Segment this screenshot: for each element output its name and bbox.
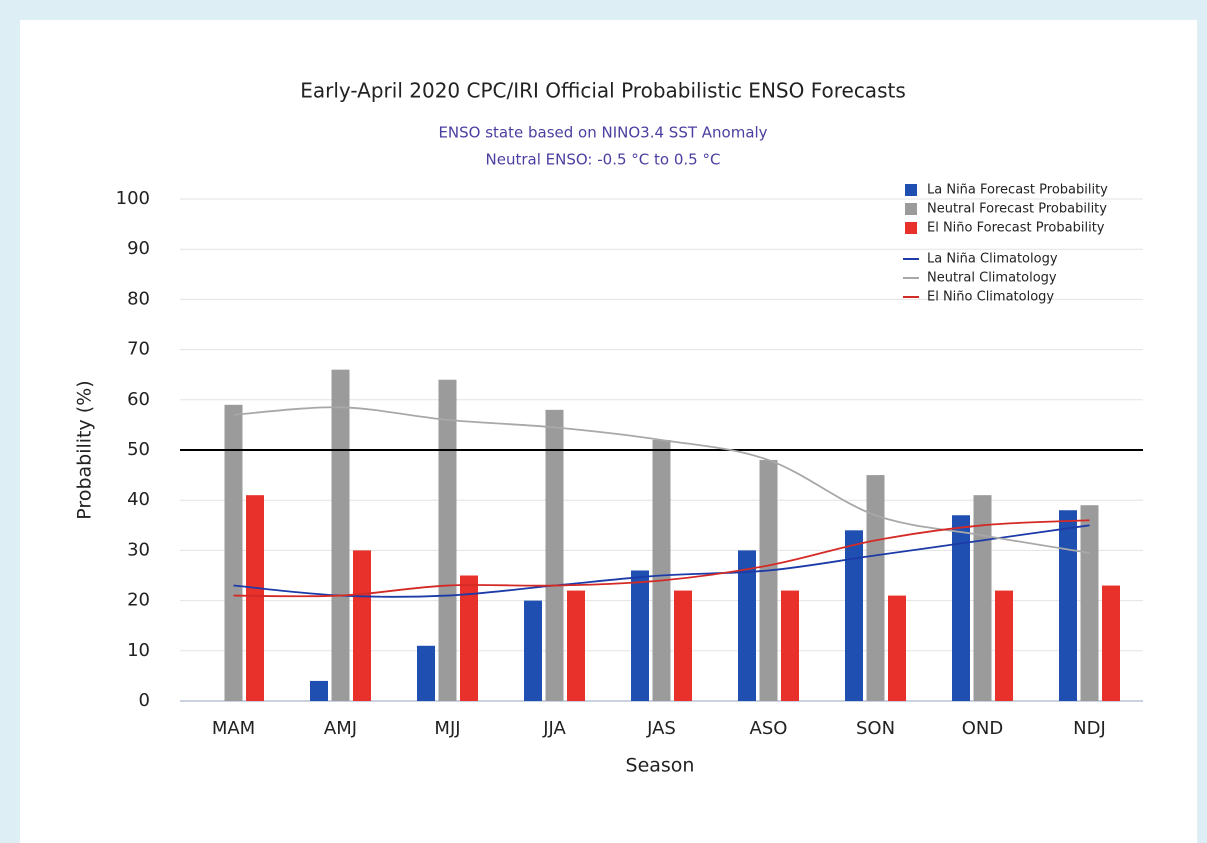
y-tick-label: 40: [127, 489, 150, 510]
chart-title: Early-April 2020 CPC/IRI Official Probab…: [300, 79, 906, 103]
legend-swatch: [905, 184, 917, 196]
bar: [652, 439, 671, 701]
bar: [353, 550, 371, 701]
bar: [631, 570, 649, 701]
x-tick-label: OND: [962, 718, 1004, 739]
bar: [738, 550, 756, 701]
x-tick-label: JJA: [542, 718, 566, 739]
x-tick-label: AMJ: [324, 718, 357, 739]
bar: [973, 495, 992, 701]
y-tick-label: 30: [127, 539, 150, 560]
bar: [674, 590, 692, 701]
bar: [246, 495, 264, 701]
x-axis-label: Season: [626, 755, 695, 777]
y-tick-label: 10: [127, 640, 150, 661]
legend-label: Neutral Forecast Probability: [927, 202, 1107, 217]
legend-label: El Niño Forecast Probability: [927, 221, 1105, 236]
bar: [952, 515, 970, 701]
bar: [1080, 505, 1099, 701]
y-tick-label: 90: [127, 238, 150, 259]
legend-swatch: [905, 203, 917, 215]
x-tick-label: SON: [856, 718, 895, 739]
bar: [781, 590, 799, 701]
bar: [1102, 585, 1120, 701]
y-tick-label: 20: [127, 590, 150, 611]
bar: [524, 600, 542, 701]
bar: [567, 590, 585, 701]
bar: [331, 369, 350, 701]
y-tick-label: 100: [116, 188, 150, 209]
legend-swatch: [905, 222, 917, 234]
y-tick-label: 80: [127, 288, 150, 309]
y-tick-label: 70: [127, 339, 150, 360]
bar: [224, 404, 243, 701]
legend-label: El Niño Climatology: [927, 290, 1054, 305]
bar: [1059, 510, 1077, 701]
bar: [845, 530, 863, 701]
bar: [545, 409, 564, 701]
bar: [866, 475, 885, 701]
y-tick-label: 0: [139, 690, 150, 711]
subtitle: ENSO state based on NINO3.4 SST Anomaly: [438, 124, 767, 142]
y-axis-label: Probability (%): [74, 380, 96, 519]
subtitle: Neutral ENSO: -0.5 °C to 0.5 °C: [486, 151, 721, 169]
climatology-line: [233, 519, 1090, 598]
legend-label: La Niña Forecast Probability: [927, 183, 1108, 198]
y-tick-label: 60: [127, 389, 150, 410]
x-tick-label: NDJ: [1073, 718, 1106, 739]
bar: [759, 460, 778, 701]
bar: [995, 590, 1013, 701]
legend-label: Neutral Climatology: [927, 271, 1057, 286]
bar: [438, 379, 457, 701]
bar: [460, 575, 478, 701]
x-tick-label: MJJ: [434, 718, 460, 739]
x-tick-label: MAM: [212, 718, 255, 739]
bar: [310, 680, 328, 701]
chart: Early-April 2020 CPC/IRI Official Probab…: [20, 20, 1197, 843]
climatology-line: [233, 524, 1090, 598]
climatology-line: [233, 406, 1090, 554]
x-tick-label: JAS: [646, 718, 676, 739]
bar: [417, 645, 435, 701]
bar: [888, 595, 906, 701]
y-tick-label: 50: [127, 439, 150, 460]
x-tick-label: ASO: [750, 718, 788, 739]
legend-label: La Niña Climatology: [927, 252, 1058, 267]
